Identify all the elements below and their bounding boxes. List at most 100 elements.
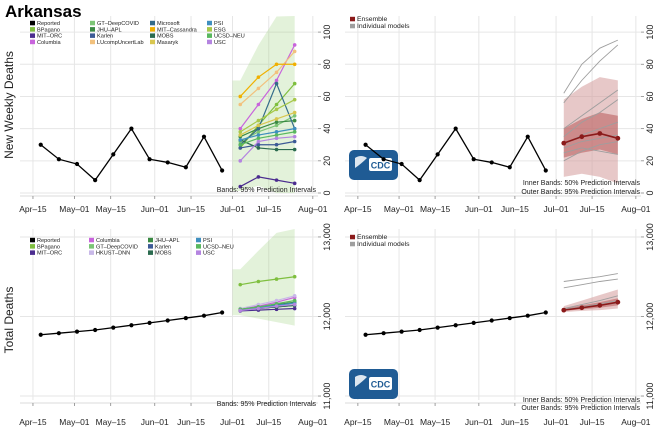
reported-point [381,157,386,162]
weekly-ensemble-chart: Apr–15 May–01 May–15 Jun–01 Jun–15 Jul–01 Jul–… [344,16,655,214]
reported-point [435,325,440,330]
prediction-band-95 [232,16,295,193]
reported-point [417,327,422,333]
y-axis-label: Total Deaths [2,287,16,354]
legend-swatch [350,241,355,247]
model-point [256,146,261,150]
legend-swatch [148,237,153,243]
model-point [292,49,297,54]
legend-label: Columbia [37,40,62,46]
model-point [292,306,297,311]
reported-point [183,315,188,321]
legend-label: MOBS [157,34,174,40]
reported-point [147,157,152,162]
legend-swatch [207,33,212,38]
legend-swatch [148,244,153,249]
legend-swatch [30,33,35,38]
cdc-logo-text: CDC [371,380,391,390]
legend-label: Masaryk [157,40,178,46]
band-note: Bands: 95% Prediction Intervals [217,401,317,408]
legend-label: Ensemble [357,234,387,241]
legend-label: JHU–APL [97,27,122,33]
model-point [256,123,261,128]
model-point [256,118,261,123]
reported-point [220,168,225,173]
cdc-text-plate [369,377,392,390]
x-tick-label: Jun–01 [465,204,493,214]
model-point [256,75,261,79]
legend-label: USC [203,251,215,257]
legend-swatch [30,27,35,32]
x-tick-label: Jul–15 [256,417,281,427]
model-line [239,176,295,188]
y-tick-label: 12,000 [645,303,655,331]
x-tick-label: May–01 [59,204,90,214]
model-point [274,133,279,137]
legend-swatch [207,20,212,26]
reported-point [489,160,494,165]
reported-point [399,161,404,167]
legend-label: Columbia [96,238,121,244]
ensemble-line [563,301,618,311]
reported-point [111,152,116,157]
x-tick-label: Jun–15 [177,417,205,427]
ensemble-point [561,307,567,313]
y-tick-label: 60 [645,91,655,101]
legend-label: BPagano [37,244,60,250]
model-point [274,298,279,303]
y-tick-label: 11,000 [322,383,332,410]
individual-model-line [563,39,619,94]
legend-label: MIT–ORC [37,34,62,40]
x-tick-label: Apr–15 [344,417,372,427]
total-by-model-chart: Apr–15 May–01 May–15 Jun–01 Jun–15 Jul–01 Jul–… [2,223,332,427]
legend-label: PSI [214,21,223,27]
model-point [238,308,243,313]
reported-point [93,327,98,333]
model-point [274,107,279,112]
legend-swatch [89,237,94,243]
band-note-inner: Inner Bands: 50% Prediction Intervals [523,180,641,187]
reported-point [471,320,476,325]
model-line [239,51,296,105]
ensemble-point [561,140,567,146]
reported-point [363,142,368,147]
legend-swatch [90,20,95,26]
legend-swatch [150,33,155,38]
reported-point [165,318,170,323]
model-point [292,274,297,279]
model-point [292,43,297,47]
legend-swatch [89,250,94,255]
model-point [256,102,261,107]
individual-model-line [563,141,618,162]
reported-point [507,165,512,170]
legend-swatch [196,244,201,249]
x-tick-label: May–01 [384,204,415,214]
y-tick-label: 40 [645,124,655,134]
x-tick-label: Jun–01 [141,417,169,427]
reported-point [165,160,170,165]
individual-model-line [563,147,618,155]
legend-label: Reported [37,21,60,27]
reported-point [111,325,116,330]
reported-point [399,329,404,334]
reported-point [543,310,548,315]
cdc-eagle-icon [355,375,367,387]
y-axis-label: New Weekly Deaths [2,51,16,159]
page-title: Arkansas [5,2,82,21]
legend-label: GT–DeepCOVID [97,21,139,27]
y-tick-label: 100 [645,25,655,40]
reported-point [56,331,61,336]
x-tick-label: Jul–01 [220,417,245,427]
model-line [239,111,295,136]
legend-swatch [30,250,35,255]
cdc-eagle-icon [355,156,367,168]
y-tick-label: 100 [322,25,332,40]
reported-point [220,310,225,315]
model-point [238,130,243,134]
model-point [292,110,297,115]
reported-point [543,168,548,173]
reported-point [489,318,494,323]
model-point [238,146,243,150]
ensemble-point [579,134,585,140]
